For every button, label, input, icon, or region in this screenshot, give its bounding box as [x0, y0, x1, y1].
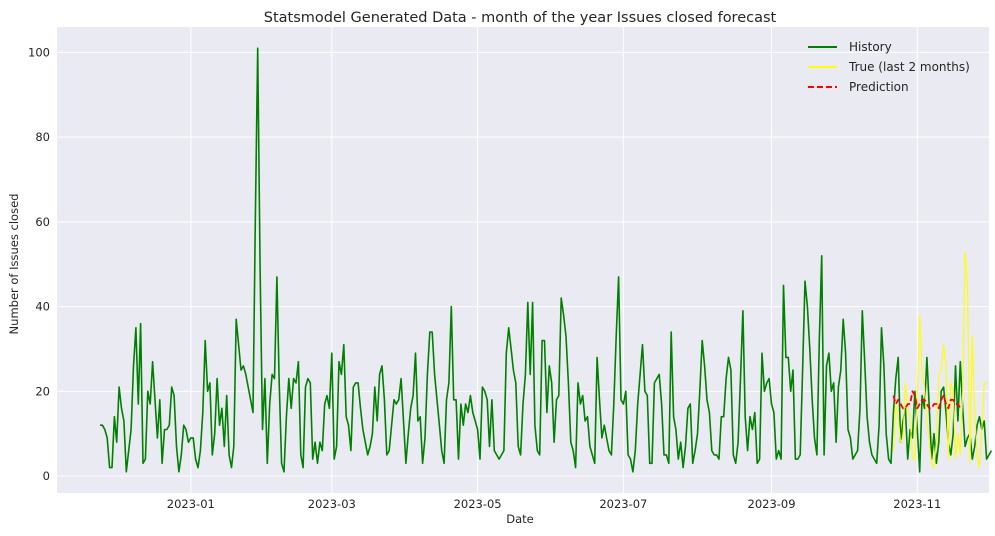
history-line — [100, 47, 993, 473]
x-tick-label: 2023-09 — [748, 497, 796, 511]
y-tick-label: 80 — [35, 130, 50, 144]
x-tick-label: 2023-07 — [599, 497, 647, 511]
x-tick-label: 2023-11 — [893, 497, 941, 511]
x-axis-label: Date — [506, 512, 534, 526]
true-line — [892, 250, 987, 469]
legend-history-label: History — [849, 40, 892, 54]
legend: History True (last 2 months) Prediction — [808, 40, 970, 94]
legend-prediction-label: Prediction — [849, 80, 909, 94]
y-tick-label: 0 — [43, 469, 50, 483]
plot-area — [57, 27, 989, 493]
y-tick-label: 60 — [35, 215, 50, 229]
prediction-line — [892, 390, 962, 410]
y-tick-label: 40 — [35, 300, 50, 314]
series-layer — [100, 47, 993, 473]
x-tick-label: 2023-03 — [308, 497, 356, 511]
x-tick-label: 2023-05 — [454, 497, 502, 511]
chart-title: Statsmodel Generated Data - month of the… — [264, 10, 777, 26]
x-tick-label: 2023-01 — [167, 497, 215, 511]
legend-true-label: True (last 2 months) — [848, 60, 970, 74]
grid-lines — [57, 27, 989, 493]
y-tick-label: 100 — [28, 45, 50, 59]
y-tick-label: 20 — [35, 384, 50, 398]
y-axis-label: Number of Issues closed — [7, 194, 21, 335]
tick-labels: 0 20 40 60 80 100 2023-01 2023-03 2023-05 2023-07… — [28, 45, 941, 511]
